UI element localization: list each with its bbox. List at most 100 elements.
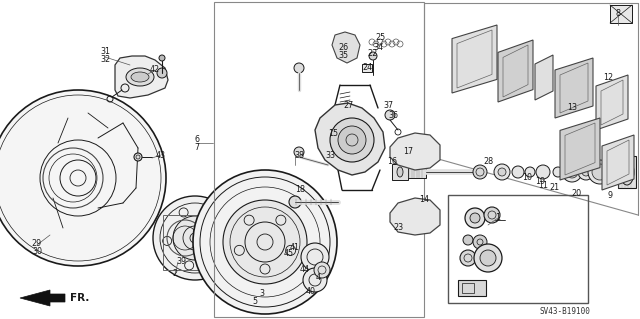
- Circle shape: [369, 52, 377, 60]
- Text: 14: 14: [419, 195, 429, 204]
- Bar: [362, 64, 372, 72]
- Text: 7: 7: [195, 144, 200, 152]
- Polygon shape: [315, 103, 385, 175]
- Circle shape: [223, 200, 307, 284]
- Circle shape: [134, 153, 142, 161]
- Polygon shape: [452, 25, 497, 93]
- Text: 45: 45: [284, 249, 294, 258]
- Text: 39: 39: [176, 256, 186, 265]
- Text: 25: 25: [375, 33, 385, 42]
- Circle shape: [566, 166, 578, 178]
- Bar: [618, 156, 636, 188]
- Text: 44: 44: [300, 265, 310, 275]
- Text: 16: 16: [387, 158, 397, 167]
- Bar: [462, 283, 474, 293]
- Circle shape: [463, 235, 473, 245]
- Ellipse shape: [131, 72, 149, 82]
- Ellipse shape: [126, 68, 154, 86]
- Circle shape: [153, 196, 237, 280]
- Text: 27: 27: [343, 101, 353, 110]
- Bar: [163, 215, 231, 270]
- Polygon shape: [596, 75, 628, 130]
- Text: 4: 4: [316, 273, 321, 283]
- Circle shape: [338, 126, 366, 154]
- Text: 41: 41: [290, 242, 300, 251]
- Circle shape: [578, 164, 594, 180]
- Text: 23: 23: [393, 222, 403, 232]
- Circle shape: [470, 213, 480, 223]
- Circle shape: [159, 55, 165, 61]
- Text: 20: 20: [571, 189, 581, 197]
- Circle shape: [480, 250, 496, 266]
- Text: 18: 18: [295, 184, 305, 194]
- Text: 11: 11: [538, 182, 548, 190]
- Bar: [214, 2, 424, 317]
- Circle shape: [303, 268, 327, 292]
- Polygon shape: [560, 118, 600, 180]
- Text: 15: 15: [328, 129, 338, 137]
- Bar: [610, 5, 632, 23]
- Circle shape: [553, 167, 563, 177]
- Text: 35: 35: [338, 51, 348, 61]
- Circle shape: [592, 164, 608, 180]
- Text: 28: 28: [483, 158, 493, 167]
- Circle shape: [173, 216, 217, 260]
- Circle shape: [473, 235, 487, 249]
- Polygon shape: [332, 32, 360, 63]
- Circle shape: [562, 162, 582, 182]
- Circle shape: [193, 170, 337, 314]
- Circle shape: [582, 168, 590, 176]
- Circle shape: [473, 165, 487, 179]
- Circle shape: [536, 165, 550, 179]
- Text: 40: 40: [306, 286, 316, 295]
- Polygon shape: [555, 58, 593, 118]
- Ellipse shape: [397, 167, 403, 177]
- Text: 9: 9: [607, 190, 612, 199]
- Circle shape: [512, 166, 524, 178]
- Text: 32: 32: [100, 56, 110, 64]
- Circle shape: [498, 168, 506, 176]
- Circle shape: [289, 196, 301, 208]
- Text: SV43-B19100: SV43-B19100: [540, 308, 591, 316]
- Text: 36: 36: [388, 110, 398, 120]
- Text: 37: 37: [383, 101, 393, 110]
- Circle shape: [460, 250, 476, 266]
- Text: 3: 3: [259, 288, 264, 298]
- Circle shape: [294, 147, 304, 157]
- Text: 29: 29: [32, 239, 42, 248]
- Text: 43: 43: [156, 151, 166, 160]
- Text: 24: 24: [362, 63, 372, 72]
- Polygon shape: [20, 290, 65, 306]
- Text: FR.: FR.: [70, 293, 90, 303]
- Text: 12: 12: [603, 73, 613, 83]
- Circle shape: [474, 244, 502, 272]
- Text: 10: 10: [522, 174, 532, 182]
- Text: 33: 33: [325, 151, 335, 160]
- Polygon shape: [390, 198, 440, 235]
- Ellipse shape: [620, 159, 634, 185]
- Bar: [392, 164, 408, 180]
- Polygon shape: [115, 56, 168, 98]
- Circle shape: [332, 110, 348, 126]
- Circle shape: [294, 63, 304, 73]
- Text: 5: 5: [252, 298, 257, 307]
- Circle shape: [385, 110, 395, 120]
- Polygon shape: [602, 135, 634, 190]
- Text: 21: 21: [549, 182, 559, 191]
- Bar: [458, 280, 486, 296]
- Text: 1: 1: [495, 213, 500, 222]
- Circle shape: [465, 208, 485, 228]
- Bar: [448, 195, 588, 303]
- Circle shape: [484, 207, 500, 223]
- Text: 34: 34: [373, 43, 383, 53]
- Text: 8: 8: [616, 10, 621, 19]
- Polygon shape: [535, 55, 553, 100]
- Circle shape: [494, 164, 510, 180]
- Circle shape: [588, 160, 612, 184]
- Text: 13: 13: [567, 103, 577, 113]
- Bar: [408, 166, 426, 178]
- Text: 19: 19: [535, 176, 545, 186]
- Text: 30: 30: [32, 247, 42, 256]
- Circle shape: [0, 90, 166, 266]
- Circle shape: [314, 262, 330, 278]
